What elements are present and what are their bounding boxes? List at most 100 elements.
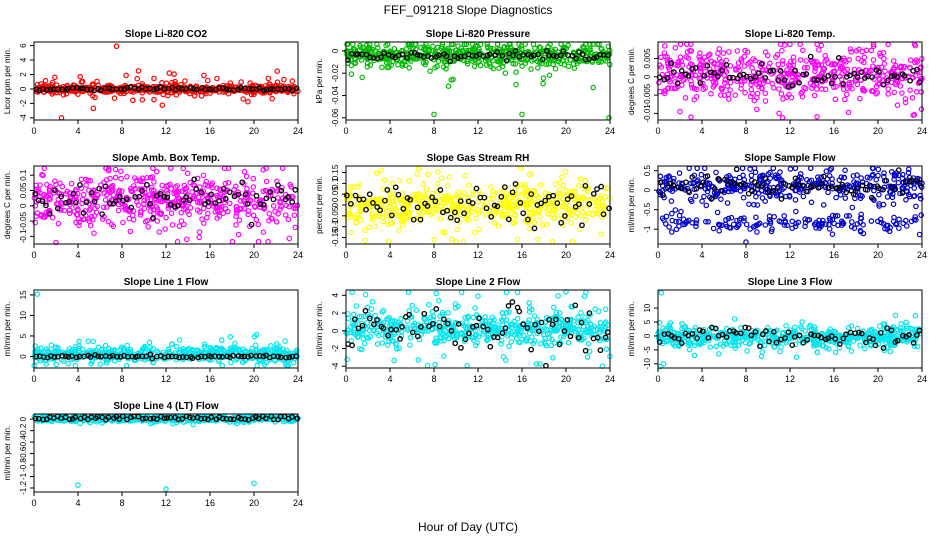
data-point — [708, 90, 714, 97]
data-point — [771, 214, 778, 220]
data-point — [173, 343, 180, 350]
data-point — [814, 41, 820, 48]
data-point — [692, 72, 699, 79]
highlight-point — [74, 84, 81, 91]
data-point — [403, 46, 410, 52]
highlight-point — [671, 69, 677, 75]
highlight-point — [737, 72, 743, 79]
data-point — [256, 198, 263, 205]
data-point — [184, 236, 190, 243]
x-tick-label: 20 — [561, 126, 571, 136]
data-point — [154, 218, 161, 224]
data-point — [349, 289, 355, 296]
highlight-point — [447, 58, 454, 65]
data-point — [204, 215, 210, 221]
data-point — [55, 220, 62, 227]
highlight-point — [901, 72, 908, 79]
y-tick-label: -0.01 — [643, 104, 652, 123]
data-point — [134, 75, 141, 82]
data-point — [464, 60, 471, 67]
panel-title: Slope Amb. Box Temp. — [112, 153, 220, 164]
data-point — [750, 56, 757, 62]
highlight-point — [597, 347, 604, 354]
data-point — [769, 80, 776, 87]
data-point — [716, 46, 723, 52]
data-point — [842, 195, 849, 201]
data-point — [254, 362, 260, 369]
data-point — [762, 222, 769, 228]
data-points — [656, 41, 925, 121]
data-point — [41, 165, 48, 172]
highlight-point — [543, 47, 550, 54]
outlier-point — [912, 42, 919, 49]
data-point — [434, 180, 441, 187]
data-point — [795, 71, 801, 78]
data-point — [903, 197, 909, 203]
data-point — [761, 77, 768, 84]
data-point — [723, 57, 730, 64]
highlight-point — [97, 87, 104, 93]
data-point — [780, 96, 786, 102]
y-tick-label: 0 — [331, 202, 340, 207]
outlier-point — [113, 43, 120, 50]
data-point — [40, 172, 46, 179]
highlight-point — [682, 71, 689, 78]
data-point — [672, 207, 679, 213]
data-point — [250, 184, 257, 190]
data-point — [53, 361, 60, 368]
data-point — [676, 223, 682, 230]
y-tick-label: -0.02 — [331, 64, 340, 83]
data-point — [123, 362, 130, 369]
data-point — [34, 210, 41, 216]
x-tick-label: 4 — [387, 126, 392, 136]
x-tick-label: 12 — [785, 250, 795, 260]
data-point — [229, 238, 236, 245]
highlight-point — [668, 60, 674, 67]
data-point — [868, 218, 875, 224]
x-tick-label: 8 — [119, 126, 124, 136]
data-point — [732, 67, 739, 73]
data-point — [252, 204, 259, 210]
data-point — [471, 229, 478, 236]
highlight-point — [443, 53, 450, 60]
data-point — [184, 170, 191, 177]
data-point — [563, 188, 569, 194]
data-point — [405, 289, 412, 296]
x-tick-label: 16 — [829, 126, 839, 136]
data-point — [740, 194, 747, 201]
data-point — [858, 175, 864, 181]
x-tick-label: 0 — [343, 374, 348, 384]
data-point — [175, 195, 181, 201]
data-point — [158, 211, 164, 218]
y-tick-label: 4 — [19, 57, 28, 62]
data-point — [222, 205, 229, 212]
data-point — [833, 194, 839, 201]
data-point — [409, 302, 416, 309]
data-point — [698, 61, 704, 68]
highlight-point — [711, 69, 717, 76]
data-point — [57, 180, 63, 187]
highlight-point — [421, 310, 428, 317]
highlight-point — [274, 86, 281, 92]
highlight-point — [509, 299, 516, 305]
data-point — [225, 179, 232, 186]
data-point — [361, 340, 368, 347]
y-tick-label: -2 — [331, 344, 340, 352]
data-point — [379, 340, 386, 346]
data-point — [787, 166, 794, 172]
data-point — [267, 192, 274, 199]
data-point — [725, 49, 732, 55]
highlight-point — [597, 51, 603, 58]
data-point — [892, 62, 899, 69]
data-point — [688, 48, 695, 54]
data-point — [903, 223, 910, 229]
data-point — [279, 165, 286, 172]
data-point — [848, 79, 855, 86]
highlight-point — [193, 86, 200, 93]
data-point — [898, 64, 905, 71]
y-tick-label: 0.5 — [643, 165, 652, 177]
highlight-point — [560, 48, 567, 55]
data-point — [762, 49, 769, 56]
data-point — [578, 309, 584, 316]
highlight-point — [880, 81, 887, 88]
